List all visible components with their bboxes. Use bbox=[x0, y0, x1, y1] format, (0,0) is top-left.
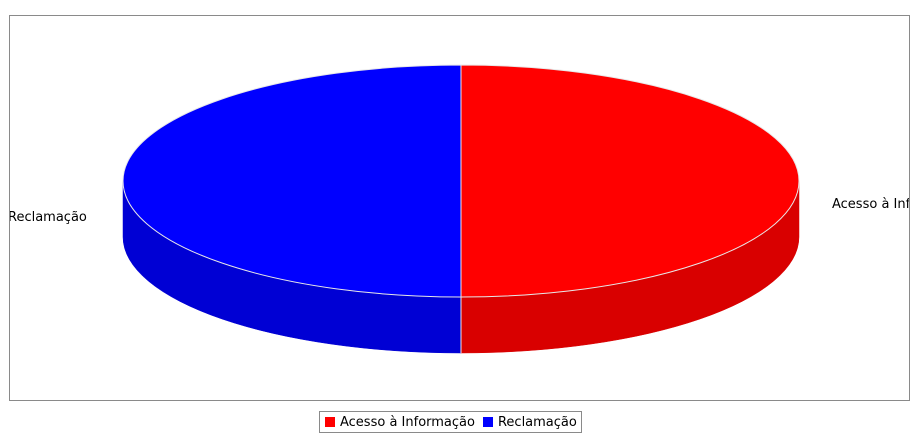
pie-slice-acesso-a-informacao bbox=[460, 64, 800, 298]
pie-chart: Reclamação Acesso à Info bbox=[10, 64, 910, 354]
pie-top-group bbox=[122, 64, 800, 298]
slice-label-acesso: Acesso à Info bbox=[832, 197, 910, 212]
legend-label-acesso: Acesso à Informação bbox=[340, 414, 475, 430]
legend-swatch-reclamacao bbox=[482, 417, 493, 427]
pie-labels-group: Reclamação Acesso à Info bbox=[10, 197, 910, 225]
legend-item-reclamacao: Reclamação bbox=[482, 414, 577, 430]
plot-area: Reclamação Acesso à Info bbox=[9, 15, 910, 401]
slice-label-reclamacao: Reclamação bbox=[10, 210, 87, 225]
legend-item-acesso: Acesso à Informação bbox=[325, 415, 475, 430]
pie-slice-reclamacao bbox=[122, 64, 462, 298]
legend-label-reclamacao: Reclamação bbox=[497, 414, 577, 430]
legend: Acesso à Informação Reclamação bbox=[319, 411, 582, 433]
legend-swatch-acesso bbox=[325, 417, 335, 427]
